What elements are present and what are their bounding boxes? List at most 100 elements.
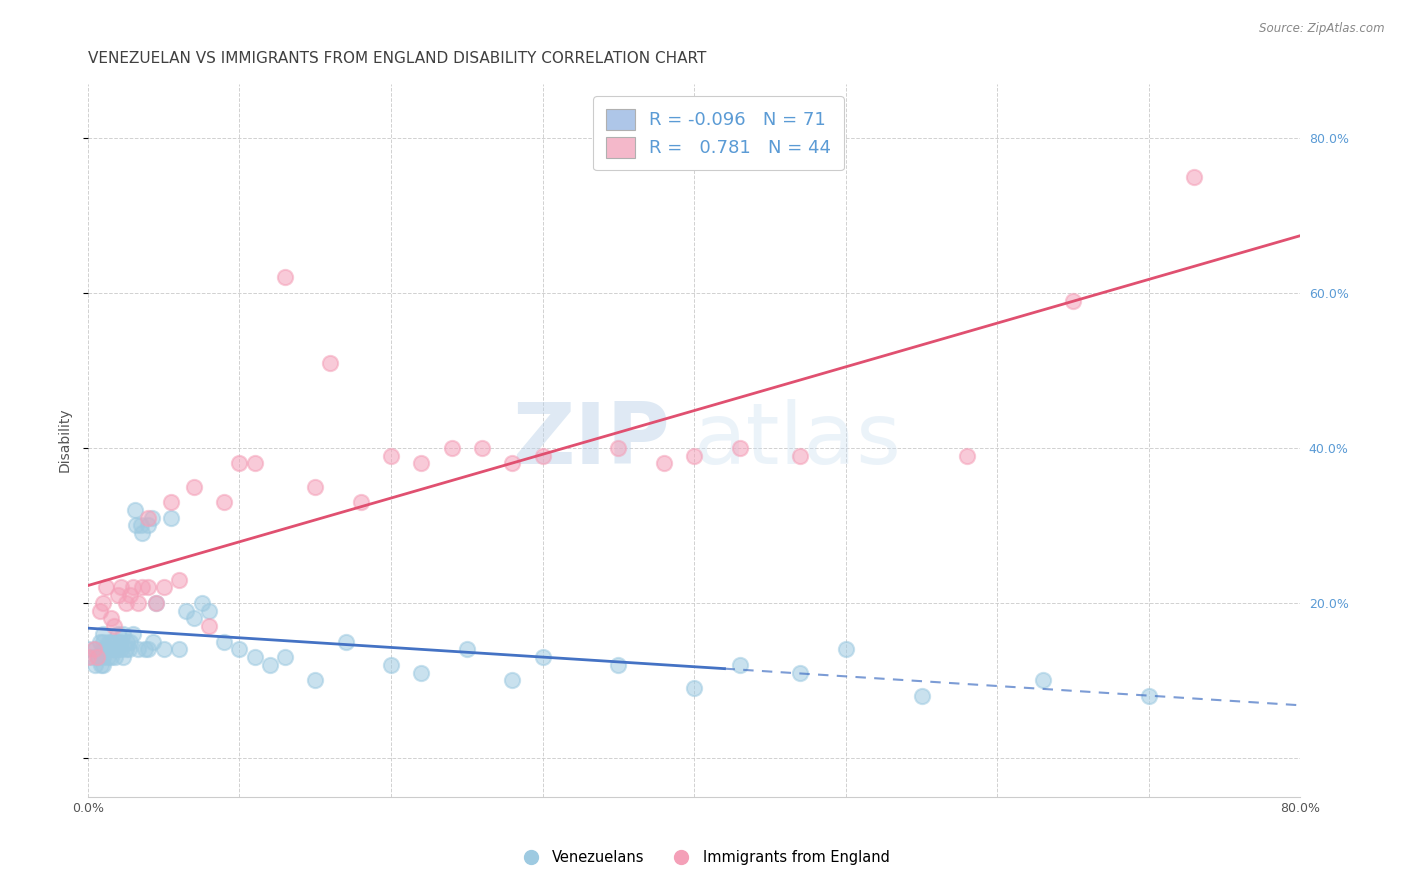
Point bbox=[138, 518, 160, 533]
Point bbox=[501, 673, 523, 688]
Point bbox=[127, 642, 149, 657]
Point bbox=[83, 642, 105, 657]
Point bbox=[114, 642, 136, 657]
Point bbox=[82, 650, 104, 665]
Point bbox=[183, 480, 205, 494]
Point bbox=[127, 596, 149, 610]
Point bbox=[683, 681, 706, 695]
Point bbox=[114, 596, 136, 610]
Point bbox=[120, 634, 142, 648]
Point bbox=[120, 588, 142, 602]
Point bbox=[110, 581, 132, 595]
Point bbox=[100, 611, 122, 625]
Point bbox=[122, 581, 145, 595]
Point bbox=[91, 634, 114, 648]
Point bbox=[1182, 169, 1205, 184]
Text: VENEZUELAN VS IMMIGRANTS FROM ENGLAND DISABILITY CORRELATION CHART: VENEZUELAN VS IMMIGRANTS FROM ENGLAND DI… bbox=[87, 51, 706, 66]
Point bbox=[652, 456, 675, 470]
Text: atlas: atlas bbox=[695, 399, 903, 482]
Point bbox=[167, 573, 190, 587]
Point bbox=[835, 642, 858, 657]
Point bbox=[141, 510, 163, 524]
Point bbox=[76, 642, 98, 657]
Point bbox=[124, 503, 146, 517]
Point bbox=[160, 510, 183, 524]
Y-axis label: Disability: Disability bbox=[58, 408, 72, 473]
Point bbox=[501, 456, 523, 470]
Point bbox=[380, 657, 402, 672]
Point bbox=[190, 596, 212, 610]
Point bbox=[214, 495, 236, 509]
Point bbox=[274, 650, 297, 665]
Point bbox=[145, 596, 167, 610]
Point bbox=[84, 657, 107, 672]
Point bbox=[76, 650, 98, 665]
Point bbox=[98, 634, 121, 648]
Point bbox=[440, 441, 463, 455]
Point bbox=[100, 642, 122, 657]
Point bbox=[243, 456, 266, 470]
Point bbox=[274, 270, 297, 285]
Text: Source: ZipAtlas.com: Source: ZipAtlas.com bbox=[1260, 22, 1385, 36]
Point bbox=[789, 449, 811, 463]
Point bbox=[728, 441, 751, 455]
Point bbox=[214, 634, 236, 648]
Point bbox=[350, 495, 373, 509]
Point bbox=[108, 634, 131, 648]
Point bbox=[380, 449, 402, 463]
Point bbox=[228, 642, 250, 657]
Point bbox=[1062, 293, 1084, 308]
Point bbox=[142, 634, 165, 648]
Point bbox=[90, 657, 112, 672]
Point bbox=[471, 441, 494, 455]
Point bbox=[160, 495, 183, 509]
Point bbox=[111, 627, 134, 641]
Point bbox=[411, 665, 433, 680]
Point bbox=[107, 588, 129, 602]
Point bbox=[259, 657, 281, 672]
Point bbox=[91, 627, 114, 641]
Point bbox=[89, 604, 111, 618]
Point bbox=[104, 642, 127, 657]
Point bbox=[107, 642, 129, 657]
Point bbox=[105, 634, 128, 648]
Point bbox=[607, 441, 630, 455]
Point bbox=[145, 596, 167, 610]
Point bbox=[683, 449, 706, 463]
Point bbox=[107, 627, 129, 641]
Point bbox=[728, 657, 751, 672]
Point bbox=[118, 642, 141, 657]
Point bbox=[531, 449, 554, 463]
Point bbox=[94, 642, 117, 657]
Point bbox=[91, 650, 114, 665]
Point bbox=[183, 611, 205, 625]
Point bbox=[91, 657, 114, 672]
Point bbox=[122, 627, 145, 641]
Point bbox=[1032, 673, 1054, 688]
Point bbox=[138, 581, 160, 595]
Point bbox=[89, 634, 111, 648]
Point bbox=[335, 634, 357, 648]
Point bbox=[94, 581, 117, 595]
Legend: R = -0.096   N = 71, R =   0.781   N = 44: R = -0.096 N = 71, R = 0.781 N = 44 bbox=[593, 96, 844, 170]
Point bbox=[111, 650, 134, 665]
Point bbox=[198, 619, 221, 633]
Point bbox=[87, 650, 110, 665]
Point bbox=[86, 650, 108, 665]
Point bbox=[100, 650, 122, 665]
Point bbox=[131, 581, 153, 595]
Point bbox=[411, 456, 433, 470]
Point bbox=[228, 456, 250, 470]
Point bbox=[152, 581, 174, 595]
Point bbox=[134, 642, 156, 657]
Legend: Venezuelans, Immigrants from England: Venezuelans, Immigrants from England bbox=[510, 845, 896, 871]
Point bbox=[789, 665, 811, 680]
Point bbox=[198, 604, 221, 618]
Point bbox=[117, 634, 139, 648]
Point bbox=[96, 650, 118, 665]
Point bbox=[129, 518, 152, 533]
Point bbox=[138, 642, 160, 657]
Point bbox=[152, 642, 174, 657]
Point bbox=[607, 657, 630, 672]
Point bbox=[110, 642, 132, 657]
